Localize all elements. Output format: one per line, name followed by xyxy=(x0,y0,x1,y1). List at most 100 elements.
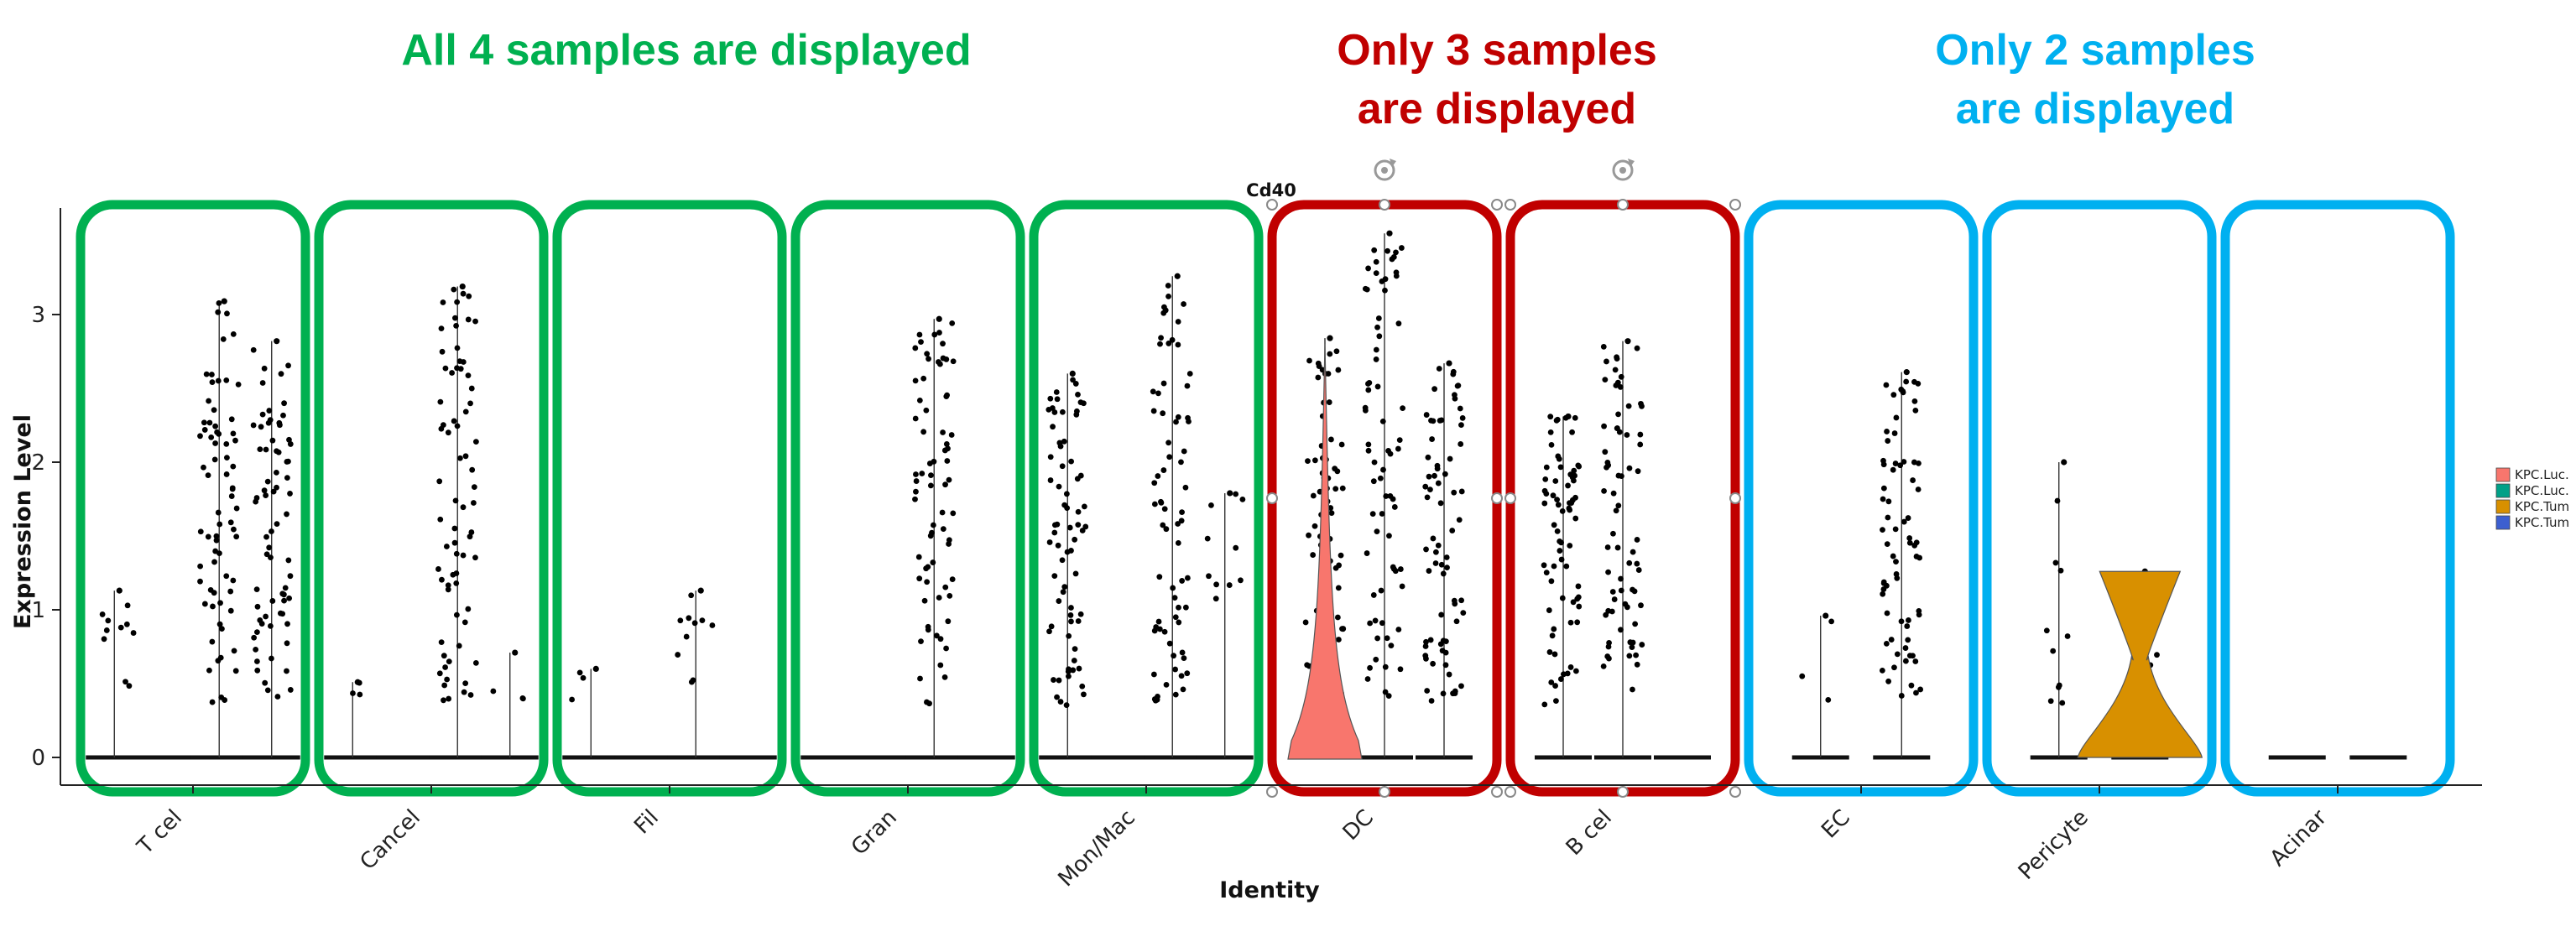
x-tick-label: EC xyxy=(1817,805,1855,844)
data-point xyxy=(1081,691,1087,698)
data-point xyxy=(1233,544,1239,551)
data-point xyxy=(259,411,266,418)
resize-handle[interactable] xyxy=(1729,199,1741,211)
data-point xyxy=(282,585,289,591)
data-point xyxy=(944,458,951,464)
resize-handle[interactable] xyxy=(1617,199,1629,211)
data-point xyxy=(1626,465,1633,471)
resize-handle[interactable] xyxy=(1379,786,1390,798)
data-point xyxy=(1233,491,1239,497)
data-point xyxy=(456,643,462,649)
data-point xyxy=(1426,473,1432,480)
resize-handle[interactable] xyxy=(1504,786,1516,798)
data-point xyxy=(215,509,222,516)
data-point xyxy=(2057,567,2064,574)
data-point xyxy=(1618,575,1624,582)
rotate-handle-icon[interactable] xyxy=(1612,159,1635,181)
rotate-handle-icon[interactable] xyxy=(1374,159,1396,181)
y-tick-label: 2 xyxy=(31,450,45,476)
data-point xyxy=(1364,676,1371,682)
data-point xyxy=(926,356,931,362)
data-point xyxy=(1178,518,1185,524)
data-point xyxy=(1065,669,1072,674)
resize-handle[interactable] xyxy=(1379,199,1390,211)
data-point xyxy=(1916,460,1922,466)
data-point xyxy=(1576,603,1583,610)
resize-handle[interactable] xyxy=(1266,492,1278,504)
data-point xyxy=(1175,539,1181,546)
data-point xyxy=(1328,510,1335,517)
data-point xyxy=(1890,466,1896,473)
resize-handle[interactable] xyxy=(1491,199,1503,211)
data-point xyxy=(936,595,942,601)
data-point xyxy=(1548,441,1555,448)
data-point xyxy=(1575,594,1582,601)
data-point xyxy=(1609,589,1616,595)
selection-overlay[interactable] xyxy=(1266,159,1741,798)
data-point xyxy=(1457,405,1463,412)
data-point xyxy=(1079,528,1086,533)
data-point xyxy=(442,365,449,372)
data-point xyxy=(1911,398,1918,404)
data-point xyxy=(1903,378,1910,385)
resize-handle[interactable] xyxy=(1491,492,1503,504)
data-point xyxy=(1605,607,1612,614)
resize-handle[interactable] xyxy=(1729,492,1741,504)
data-point xyxy=(1068,548,1074,554)
data-point xyxy=(1070,377,1076,383)
data-point xyxy=(436,670,443,677)
data-point xyxy=(918,339,924,345)
resize-handle[interactable] xyxy=(1266,786,1278,798)
data-point xyxy=(1576,463,1583,470)
data-point xyxy=(287,573,294,580)
data-point xyxy=(927,533,934,539)
resize-handle[interactable] xyxy=(1266,199,1278,211)
data-point xyxy=(1382,663,1389,670)
data-point xyxy=(1541,487,1548,494)
data-point xyxy=(1885,438,1891,444)
data-point xyxy=(1897,462,1904,469)
data-point xyxy=(285,557,292,564)
data-point xyxy=(940,429,946,435)
data-point xyxy=(1370,478,1377,485)
data-point xyxy=(285,362,291,369)
data-point xyxy=(1398,245,1405,251)
data-point xyxy=(1151,501,1158,507)
resize-handle[interactable] xyxy=(1617,786,1629,798)
data-point xyxy=(913,471,919,477)
data-point xyxy=(709,622,716,628)
data-point xyxy=(1460,610,1467,617)
legend-swatch xyxy=(2495,467,2511,482)
data-point xyxy=(451,418,457,424)
resize-handle[interactable] xyxy=(1504,199,1516,211)
data-point xyxy=(1400,405,1406,412)
resize-handle[interactable] xyxy=(1504,492,1516,504)
data-point xyxy=(1910,477,1916,483)
data-point xyxy=(1176,619,1182,626)
data-point xyxy=(215,377,222,384)
data-point xyxy=(264,687,271,694)
data-point xyxy=(2047,698,2054,705)
data-point xyxy=(1161,506,1168,513)
data-point xyxy=(1423,412,1430,418)
resize-handle[interactable] xyxy=(1729,786,1741,798)
data-point xyxy=(103,627,110,633)
data-point xyxy=(944,392,950,398)
data-point xyxy=(1166,640,1173,647)
rotate-dot xyxy=(1381,167,1388,174)
data-point xyxy=(1913,539,1920,546)
data-point xyxy=(1075,618,1082,624)
data-point xyxy=(1551,651,1558,658)
data-point xyxy=(1374,324,1380,330)
x-tick-label: DC xyxy=(1338,805,1379,846)
resize-handle[interactable] xyxy=(1491,786,1503,798)
data-point xyxy=(1385,693,1392,700)
data-point xyxy=(912,345,919,351)
data-point xyxy=(1556,455,1562,462)
data-point xyxy=(227,607,234,614)
data-point xyxy=(1157,341,1163,347)
data-point xyxy=(1438,611,1445,618)
rotate-arrow xyxy=(1390,159,1396,167)
data-point xyxy=(263,446,269,453)
data-point xyxy=(472,318,478,325)
